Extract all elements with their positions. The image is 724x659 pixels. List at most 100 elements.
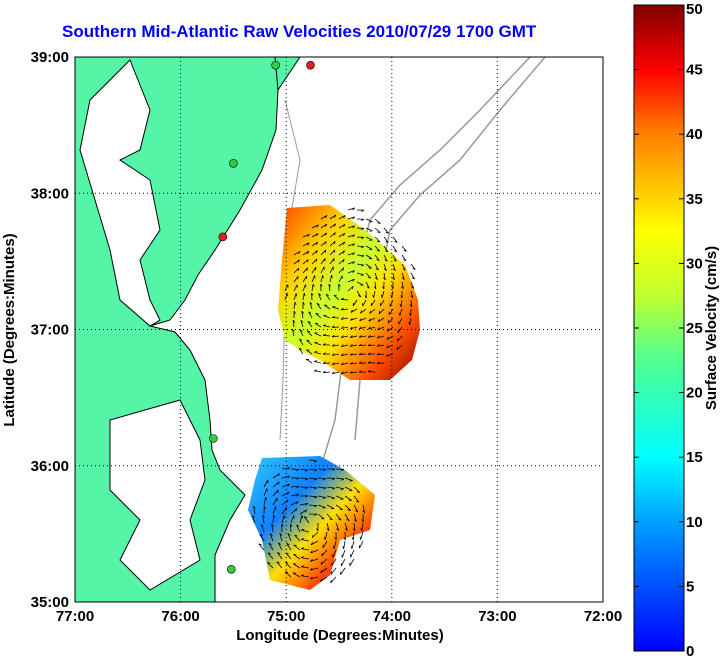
velocity-arrow: [374, 245, 381, 252]
velocity-arrow-head: [315, 250, 318, 254]
colorbar-tick-label: 15: [686, 449, 703, 466]
velocity-arrow: [301, 539, 310, 542]
velocity-arrow-head: [376, 249, 380, 252]
velocity-arrow-head: [324, 536, 326, 540]
velocity-arrow: [299, 503, 308, 506]
velocity-arrow-head: [332, 306, 336, 308]
velocity-arrow-head: [277, 489, 279, 493]
velocity-arrow-head: [342, 545, 345, 550]
velocity-arrow: [383, 227, 389, 234]
velocity-arrow: [329, 214, 336, 220]
velocity-arrow-head: [358, 326, 362, 330]
velocity-arrow-head: [336, 528, 340, 531]
velocity-arrow: [358, 353, 367, 355]
velocity-arrow: [386, 353, 394, 357]
velocity-arrow: [311, 233, 319, 238]
velocity-arrow-head: [287, 475, 291, 479]
velocity-arrow-head: [277, 481, 280, 485]
velocity-arrow-head: [295, 293, 298, 297]
velocity-arrow: [377, 344, 385, 347]
velocity-arrow: [362, 504, 365, 513]
velocity-arrow: [330, 576, 337, 584]
velocity-arrow-head: [358, 343, 362, 347]
velocity-arrow-head: [275, 506, 277, 510]
velocity-arrow: [308, 477, 317, 480]
velocity-arrow: [317, 486, 326, 489]
velocity-arrow: [359, 335, 367, 338]
velocity-arrow-head: [277, 552, 281, 555]
velocity-arrow: [349, 558, 355, 566]
velocity-arrow: [410, 290, 414, 298]
velocity-arrow-head: [378, 310, 381, 315]
velocity-arrow: [399, 308, 403, 316]
velocity-arrow: [299, 329, 304, 337]
velocity-arrow-head: [312, 283, 315, 288]
velocity-arrow-head: [396, 346, 399, 350]
velocity-arrow: [353, 513, 357, 522]
velocity-arrow-head: [331, 497, 335, 500]
velocity-arrow-head: [295, 508, 298, 512]
velocity-arrow: [276, 561, 283, 569]
velocity-arrow-head: [296, 501, 299, 505]
velocity-arrow: [308, 311, 313, 319]
colorbar-tick-label: 45: [686, 62, 703, 79]
velocity-arrow: [374, 272, 378, 280]
velocity-arrow-head: [412, 267, 416, 270]
velocity-arrow: [302, 233, 310, 238]
velocity-arrow: [308, 459, 317, 462]
velocity-arrow-head: [310, 550, 313, 554]
velocity-arrow: [374, 254, 380, 261]
velocity-arrow: [397, 335, 403, 342]
velocity-arrow-head: [271, 523, 274, 527]
velocity-arrow: [410, 272, 415, 280]
velocity-arrow: [293, 284, 298, 292]
velocity-arrow-head: [304, 516, 308, 519]
velocity-arrow-head: [352, 252, 355, 256]
velocity-arrow-head: [318, 293, 322, 296]
velocity-arrow: [311, 284, 314, 292]
velocity-arrow-head: [349, 353, 353, 356]
velocity-arrow-head: [314, 496, 318, 499]
velocity-arrow-head: [396, 338, 399, 342]
velocity-arrow-head: [373, 286, 377, 290]
velocity-arrow: [310, 558, 319, 562]
velocity-arrow: [347, 234, 355, 238]
velocity-arrow: [386, 335, 394, 340]
velocity-arrow: [341, 326, 349, 329]
velocity-arrow: [299, 515, 303, 524]
velocity-arrow-head: [392, 268, 396, 271]
y-tick-label: 38:00: [31, 185, 69, 202]
station-marker: [229, 158, 238, 168]
velocity-arrow-head: [408, 321, 411, 326]
velocity-arrow-head: [349, 326, 353, 330]
velocity-arrow-head: [394, 240, 398, 243]
velocity-arrow-head: [314, 513, 318, 516]
velocity-arrow: [317, 477, 327, 479]
velocity-arrow: [329, 232, 336, 238]
velocity-field-north: [278, 205, 420, 380]
velocity-arrow: [383, 263, 387, 271]
velocity-arrow-head: [352, 278, 355, 282]
velocity-arrow: [310, 540, 319, 546]
velocity-arrow: [340, 298, 349, 301]
velocity-arrow-head: [296, 477, 300, 480]
velocity-arrow-head: [352, 207, 355, 211]
velocity-arrow-head: [374, 277, 378, 280]
velocity-arrow-head: [301, 310, 304, 314]
velocity-arrow: [281, 507, 287, 515]
velocity-arrow-head: [367, 343, 371, 347]
velocity-arrow: [293, 293, 297, 301]
velocity-arrow: [258, 543, 265, 551]
velocity-arrow: [410, 299, 413, 308]
velocity-arrow-head: [300, 547, 305, 549]
velocity-arrow: [374, 227, 381, 233]
velocity-arrow: [332, 344, 340, 347]
velocity-arrow-head: [367, 352, 371, 355]
velocity-arrow-head: [316, 528, 319, 532]
velocity-arrow: [347, 207, 355, 211]
velocity-arrow: [374, 281, 377, 289]
velocity-arrow: [263, 488, 268, 497]
velocity-arrow: [322, 362, 331, 364]
velocity-arrow-head: [377, 222, 381, 224]
velocity-arrow-head: [366, 286, 370, 289]
